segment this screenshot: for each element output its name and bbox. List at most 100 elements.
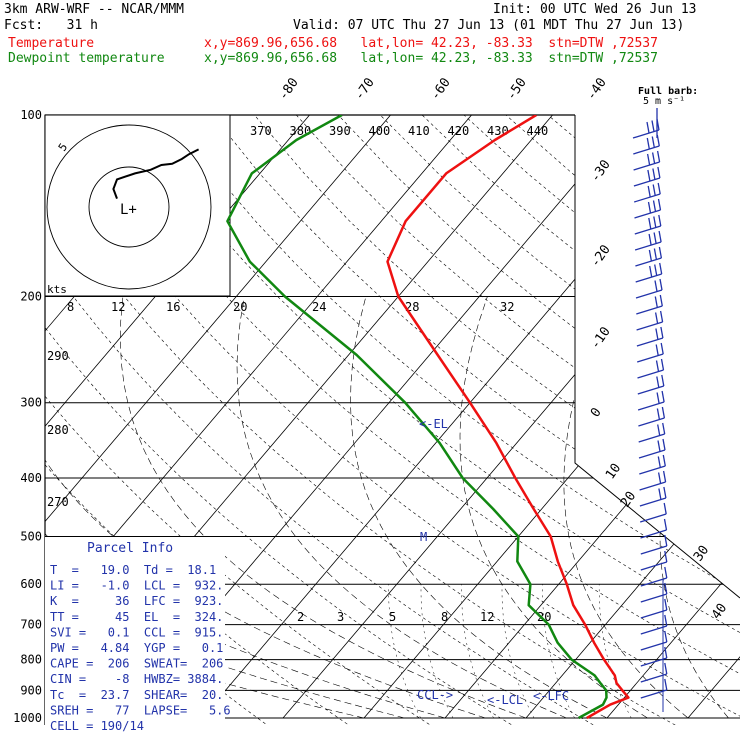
wind-barb-flag [646, 137, 650, 150]
full-barb-units: 5 m s⁻¹ [643, 96, 685, 107]
wind-barb-flag [659, 294, 663, 307]
dry-adiabat-line [505, 115, 740, 725]
init-time: Init: 00 UTC Wed 26 Jun 13 [493, 2, 697, 17]
wind-barb [639, 481, 666, 491]
ccl-marker: CCL-> [417, 688, 453, 702]
isotherm-line [444, 115, 740, 719]
wind-barb-flag [659, 278, 663, 291]
wind-barb [634, 193, 661, 203]
parcel-info-line: CELL = 190/14 [50, 719, 144, 733]
wind-barb [635, 273, 662, 283]
hodograph-trace [112, 148, 200, 199]
theta-e-label: 380 [290, 124, 312, 138]
isotherm-line [282, 115, 740, 719]
wind-barb [640, 529, 667, 539]
wind-barb-flag [664, 550, 668, 563]
wind-barb-flag [656, 376, 660, 388]
mixing-ratio-label: 8 [441, 610, 448, 624]
theta-e-label: 410 [408, 124, 430, 138]
dry-adiabat-line [128, 115, 740, 725]
theta-label: 280 [47, 423, 69, 437]
wind-barb [640, 513, 667, 523]
wind-barb [638, 449, 666, 459]
parcel-info-line: K = 36 LFC = 923. [50, 594, 223, 608]
wind-barb [640, 593, 667, 603]
theta-e-label: 370 [250, 124, 272, 138]
moist-adiabat-line [45, 296, 446, 719]
wind-barb [640, 577, 667, 587]
dry-adiabat-line [254, 115, 740, 725]
model-title: 3km ARW-WRF -- NCAR/MMM [4, 2, 185, 17]
parcel-info-title: Parcel Info [87, 541, 173, 556]
wind-barb [636, 305, 663, 315]
theta-label: 270 [47, 495, 69, 509]
wind-barb-flag [657, 198, 662, 211]
temperature-legend-label: Temperature [8, 36, 95, 51]
wind-barb-flag [662, 454, 666, 467]
lcl-marker: <-LCL [487, 693, 523, 707]
wind-barb [635, 257, 662, 267]
wind-barb-flag [653, 232, 657, 244]
wind-barb [635, 289, 663, 299]
wind-barb [633, 145, 660, 155]
parcel-info-line: PW = 4.84 YGP = 0.1 [50, 641, 223, 655]
isotherm-label: -60 [428, 75, 454, 103]
parcel-info-line: Tc = 23.7 SHEAR= 20. [50, 688, 223, 702]
parcel-info-line: SVI = 0.1 CCL = 915. [50, 625, 223, 639]
wind-barb-flag [655, 360, 660, 372]
parcel-info-line: TT = 45 EL = 324. [50, 610, 223, 624]
mixing-ratio-label: 5 [389, 610, 396, 624]
isotherm-label: 0 [588, 405, 605, 420]
wind-barb-flag [651, 120, 655, 132]
theta-e-label: 440 [527, 124, 549, 138]
hodograph-speed-label: 32 [500, 300, 514, 314]
theta-e-label: 400 [369, 124, 391, 138]
wind-barb-flag [657, 424, 661, 436]
pressure-tick-label: 1000 [13, 711, 42, 725]
wind-barb-flag [656, 408, 661, 420]
wind-barb-flag [646, 121, 650, 134]
dewpoint-profile [226, 115, 608, 720]
wind-barb-flag [658, 488, 662, 500]
isotherm-label: -20 [588, 242, 614, 270]
parcel-info-line: SREH = 77 LAPSE= 5.6 [50, 703, 231, 717]
moist-adiabat-line [350, 296, 608, 719]
isotherm-line [687, 115, 740, 719]
parcel-info-line: LI = -1.0 LCL = 932. [50, 579, 223, 593]
dry-adiabat-line [45, 115, 358, 725]
lfc-marker: <-LFC [533, 689, 569, 703]
hodograph-speed-label: 8 [67, 300, 74, 314]
parcel-info-line: T = 19.0 Td = 18.1 [50, 563, 216, 577]
wind-barb-flag [663, 502, 667, 515]
wind-barb [636, 321, 663, 331]
wind-barb-flag [664, 678, 668, 691]
dewpoint-legend-info: x,y=869.96,656.68 lat,lon= 42.23, -83.33… [204, 51, 658, 66]
wind-barb [637, 401, 665, 411]
wind-barb-flag [664, 534, 668, 547]
dry-adiabat-line [421, 115, 740, 725]
wind-barb-flag [651, 136, 655, 148]
full-barb-label: Full barb: [638, 86, 698, 97]
hodograph-speed-label: 12 [111, 300, 125, 314]
wind-barb-flag [664, 662, 668, 675]
wind-barb [639, 465, 666, 475]
wind-barb [633, 177, 661, 187]
wind-barb [638, 433, 665, 443]
mixing-ratio-line [388, 584, 421, 719]
wind-barb-flag [655, 344, 659, 356]
wind-barb-flag [647, 201, 652, 214]
wind-barb-flag [651, 152, 656, 164]
wind-barb [637, 369, 664, 379]
wind-barb [640, 657, 667, 667]
right-frame [574, 115, 740, 599]
wind-barb-flag [652, 184, 656, 196]
wind-barb [633, 161, 660, 171]
wind-barb-flag [660, 342, 664, 355]
wind-barb [640, 561, 667, 571]
wind-barb [634, 225, 661, 235]
pressure-tick-label: 900 [20, 683, 42, 697]
wind-barb-flag [652, 200, 657, 212]
wind-barb-flag [657, 182, 661, 195]
wind-barb [640, 625, 667, 635]
